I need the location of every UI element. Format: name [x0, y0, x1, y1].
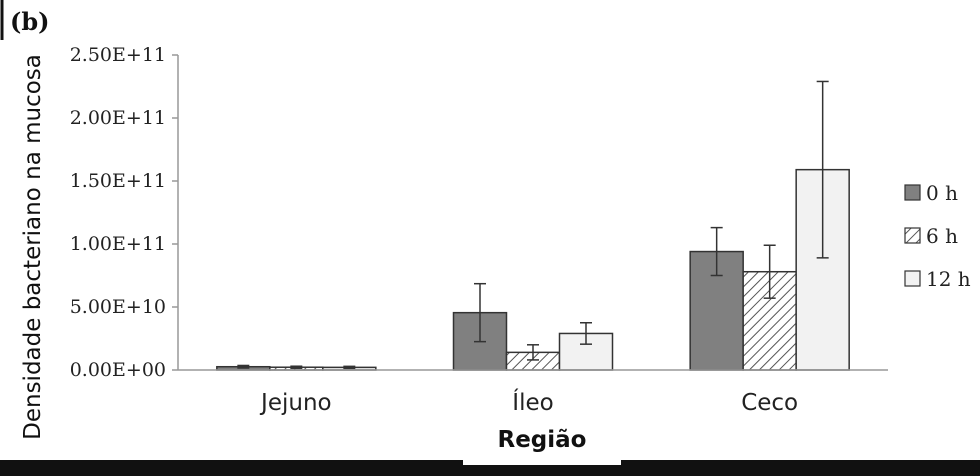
x-axis-title: Região: [498, 427, 587, 453]
y-axis-title: Densidade bacteriano na mucosa: [20, 54, 46, 440]
legend-label: 6 h: [926, 224, 958, 248]
panel-label: (b): [10, 7, 50, 36]
x-tick-label: Jejuno: [259, 390, 332, 416]
legend-label: 12 h: [926, 267, 971, 291]
y-tick-label: 1.50E+11: [70, 170, 166, 192]
bottom-bar-gap: [463, 460, 621, 465]
y-tick-label: 2.00E+11: [70, 107, 166, 129]
y-axis: 0.00E+00 5.00E+10 1.00E+11 1.50E+11 2.00E+11…: [70, 44, 179, 381]
legend-swatch: [904, 227, 921, 244]
y-tick-label: 1.00E+11: [70, 233, 166, 255]
y-tick-label: 5.00E+10: [70, 296, 166, 318]
legend-label: 0 h: [926, 181, 958, 205]
x-tick-label: Íleo: [512, 388, 553, 416]
bottom-bar: [0, 460, 980, 476]
y-tick-label: 2.50E+11: [70, 44, 166, 66]
x-axis: Jejuno Íleo Ceco: [178, 369, 888, 416]
x-tick-label: Ceco: [741, 390, 798, 416]
legend-swatch: [904, 270, 921, 287]
legend-swatch: [904, 184, 921, 201]
plot-area: [216, 80, 850, 371]
y-tick-label: 0.00E+00: [70, 359, 166, 381]
legend: 0 h 6 h 12 h: [904, 181, 971, 291]
